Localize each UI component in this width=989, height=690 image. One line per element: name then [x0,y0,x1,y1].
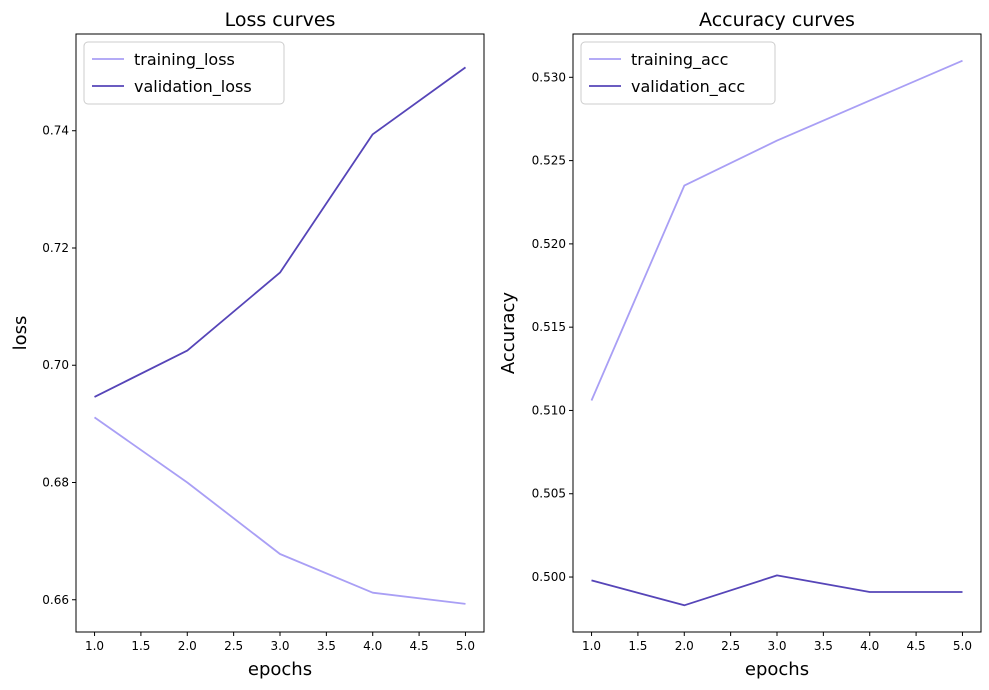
series-line-validation-acc [591,574,963,607]
y-tick-label: 0.515 [532,320,566,334]
x-tick-label: 1.5 [628,639,647,653]
legend-label-validation-loss: validation_loss [134,77,252,97]
y-tick-label: 0.68 [42,476,69,490]
series-line-training-loss [93,416,466,605]
x-tick-label: 4.5 [410,639,429,653]
x-tick-label: 2.5 [224,639,243,653]
legend-box [83,41,285,105]
x-tick-label: 2.5 [721,639,740,653]
legend-label-training-loss: training_loss [134,50,235,70]
y-tick-label: 0.500 [532,570,566,584]
y-tick-label: 0.530 [532,70,566,84]
y-tick-label: 0.520 [532,237,566,251]
x-tick-label: 3.0 [767,639,786,653]
x-tick-label: 5.0 [456,639,475,653]
x-tick-label: 1.5 [131,639,150,653]
x-tick-label: 4.0 [860,639,879,653]
x-tick-label: 5.0 [953,639,972,653]
x-axis-title: epochs [745,659,809,680]
y-axis-title: loss [10,316,31,351]
x-tick-label: 1.0 [582,639,601,653]
x-tick-label: 2.0 [178,639,197,653]
y-tick-label: 0.505 [532,487,566,501]
series-line-validation-loss [94,66,467,398]
legend-label-validation-acc: validation_acc [631,77,745,97]
x-tick-label: 2.0 [675,639,694,653]
y-tick-label: 0.66 [42,593,69,607]
legend-label-training-acc: training_acc [631,50,728,70]
y-tick-label: 0.74 [42,124,69,138]
loss-chart: Loss curves 1.0 1.5 2.0 2.5 3.0 3.5 4.0 4.5 5.0 0.… [10,9,485,680]
accuracy-chart: Accuracy curves 1.0 1.5 2.0 2.5 3.0 3.5 4.0 4.5 5… [498,9,982,680]
x-tick-label: 3.0 [270,639,289,653]
x-tick-label: 3.5 [317,639,336,653]
chart-title: Accuracy curves [699,9,855,31]
y-tick-label: 0.70 [42,358,69,372]
y-axis-title: Accuracy [498,292,519,375]
y-tick-label: 0.510 [532,403,566,417]
x-tick-label: 4.0 [363,639,382,653]
x-axis-title: epochs [248,659,312,680]
x-tick-label: 3.5 [814,639,833,653]
legend-box [580,41,776,105]
y-tick-label: 0.525 [532,154,566,168]
chart-title: Loss curves [225,9,336,31]
series-line-training-acc [590,59,963,401]
x-tick-label: 1.0 [85,639,104,653]
x-tick-label: 4.5 [907,639,926,653]
y-tick-label: 0.72 [42,241,69,255]
